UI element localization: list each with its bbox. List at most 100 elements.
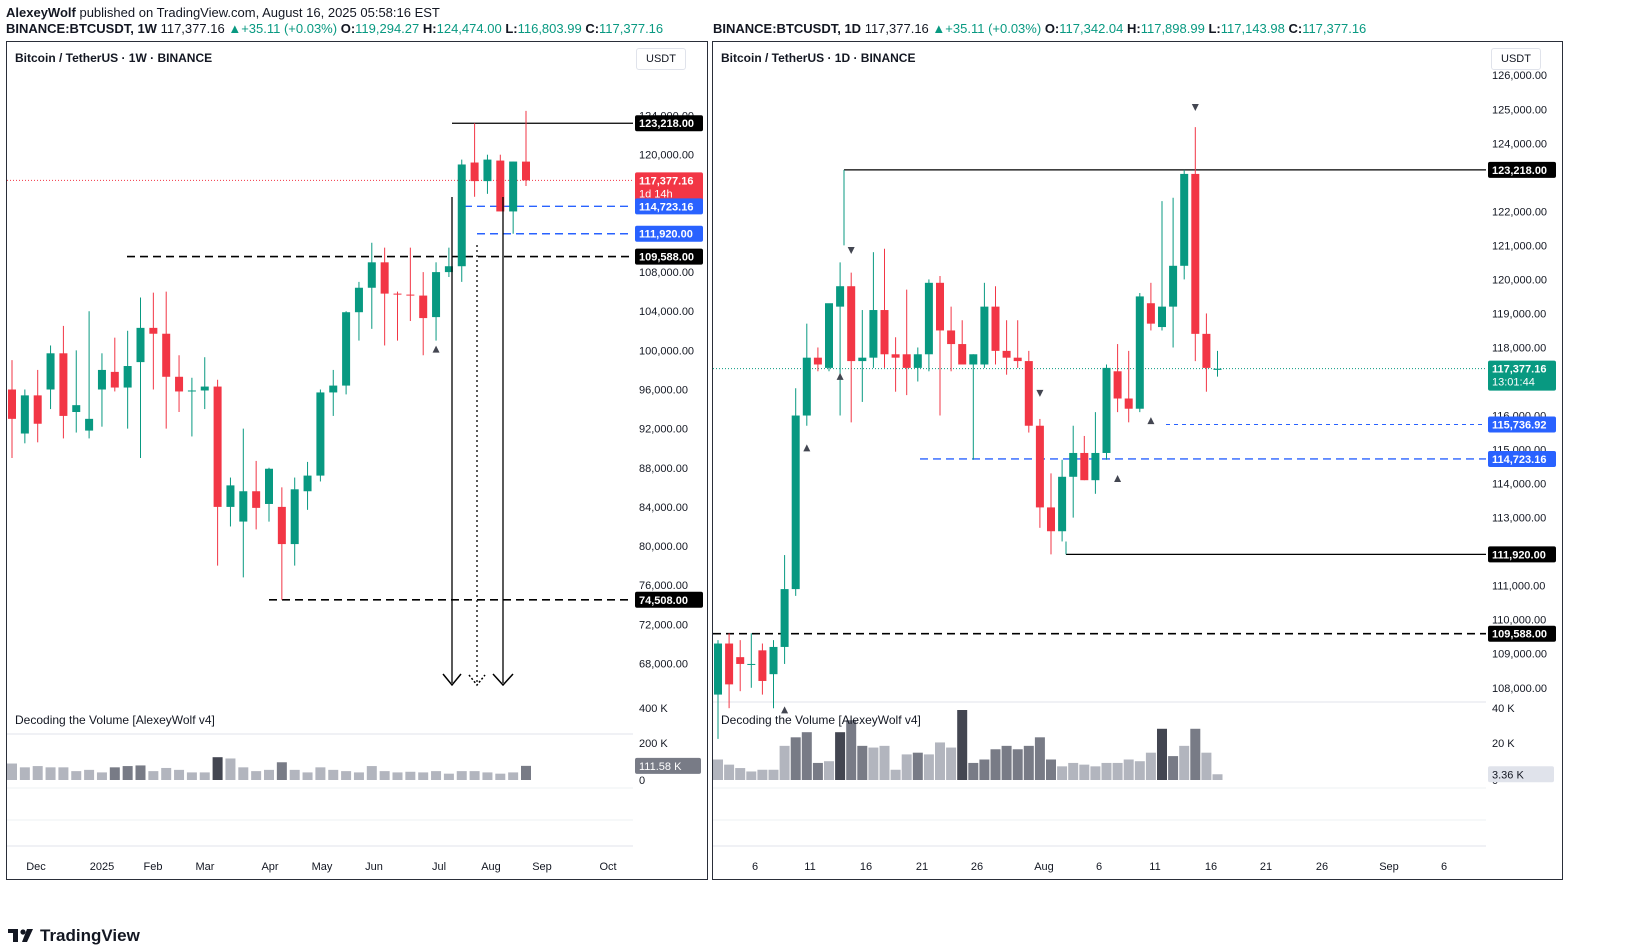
weekly-chart-panel[interactable]: 124,000.00120,000.00108,000.00104,000.00… <box>6 41 708 880</box>
daily-chart-panel[interactable]: 126,000.00 125,000.00 124,000.00 122,000.00… <box>712 41 1563 880</box>
volume-bar <box>1046 759 1056 780</box>
volume-bar <box>968 762 979 780</box>
candle-body <box>175 376 184 392</box>
price-label-bg <box>635 591 703 608</box>
candle-body <box>483 159 492 182</box>
candle-body <box>747 663 756 665</box>
volume-bar <box>923 754 934 780</box>
time-axis-label: Oct <box>599 861 616 873</box>
time-axis-label: 16 <box>1205 861 1217 873</box>
price-tick-label: 120,000.00 <box>1492 274 1547 286</box>
price-tick-label: 80,000.00 <box>639 541 688 553</box>
price-label: 117,377.16 <box>639 175 693 187</box>
left-symbol[interactable]: BINANCE:BTCUSDT, 1W <box>6 21 157 36</box>
candle-body <box>1124 398 1133 409</box>
projection-arrowhead-dotted <box>468 674 486 687</box>
volume-bar <box>148 771 159 780</box>
volume-bar <box>1145 752 1156 780</box>
candle-body <box>149 327 158 334</box>
weekly-volume-title[interactable]: Decoding the Volume [AlexeyWolf v4] <box>15 713 215 727</box>
candle-body <box>813 357 822 365</box>
volume-bar <box>71 771 82 780</box>
volume-bar <box>212 757 223 780</box>
candle-body <box>825 303 833 368</box>
volume-bar <box>990 749 1001 780</box>
weekly-chart-canvas[interactable]: 124,000.00120,000.00108,000.00104,000.00… <box>7 42 708 880</box>
publish-line: AlexeyWolf published on TradingView.com,… <box>6 5 440 20</box>
price-tick-label: 104,000.00 <box>639 306 694 318</box>
right-symbol[interactable]: BINANCE:BTCUSDT, 1D <box>713 21 862 36</box>
candle-body <box>902 354 911 368</box>
price-tick-label: 122,000.00 <box>1492 206 1547 218</box>
signal-down-marker <box>1036 389 1044 397</box>
price-tick-label: 108,000.00 <box>1492 683 1547 695</box>
volume-bar <box>1123 759 1134 780</box>
time-axis-label: 21 <box>916 861 928 873</box>
price-tick-label: 121,000.00 <box>1492 240 1547 252</box>
candle-body <box>470 162 479 182</box>
volume-bar <box>757 769 768 780</box>
candle-body <box>1135 296 1144 409</box>
author-name[interactable]: AlexeyWolf <box>6 5 76 20</box>
volume-bar <box>901 754 912 780</box>
candle-body <box>1180 173 1189 266</box>
price-tick-label: 96,000.00 <box>639 385 688 397</box>
volume-bar <box>979 759 990 780</box>
price-label: 123,218.00 <box>639 118 694 130</box>
candle-body <box>380 262 389 294</box>
price-label: 115,736.92 <box>1492 419 1546 431</box>
time-axis-label: Dec <box>26 861 46 873</box>
candle-body <box>522 161 530 181</box>
time-axis-label: 6 <box>752 861 758 873</box>
volume-tick-label: 20 K <box>1492 738 1515 750</box>
volume-bar <box>431 771 442 780</box>
time-axis-label: Jun <box>365 861 383 873</box>
price-tick-label: 111,000.00 <box>1492 581 1545 593</box>
price-label: 111,920.00 <box>1492 549 1546 561</box>
volume-bar <box>846 720 857 780</box>
candle-body <box>1191 173 1200 334</box>
volume-bar <box>238 767 249 780</box>
candle-body <box>891 354 900 358</box>
candle-body <box>1080 452 1089 481</box>
time-axis-label: Aug <box>1034 861 1054 873</box>
candle-body <box>59 353 68 416</box>
volume-bar <box>186 772 197 780</box>
candle-body <box>1102 367 1111 453</box>
volume-bar <box>779 745 790 780</box>
daily-currency-button[interactable]: USDT <box>1491 48 1541 70</box>
candle-body <box>791 415 800 590</box>
price-label-bg <box>1488 416 1556 433</box>
daily-volume-title[interactable]: Decoding the Volume [AlexeyWolf v4] <box>721 713 921 727</box>
volume-bar <box>835 732 846 780</box>
candle-body <box>457 164 466 267</box>
time-axis-label: Sep <box>1379 861 1399 873</box>
candle-body <box>110 371 119 388</box>
candle-body <box>406 294 415 296</box>
volume-bar <box>1012 749 1023 780</box>
volume-bar <box>418 772 429 780</box>
time-axis-label: 26 <box>971 861 983 873</box>
candle-body <box>1024 361 1033 426</box>
candle-body <box>802 357 811 416</box>
signal-up-marker <box>1114 474 1122 482</box>
weekly-currency-button[interactable]: USDT <box>636 48 686 70</box>
tradingview-logo[interactable]: TradingView <box>8 926 140 946</box>
candle-body <box>239 491 248 522</box>
candle-body <box>736 657 745 664</box>
candle-body <box>1069 452 1078 477</box>
candle-body <box>847 286 856 362</box>
candle-body <box>33 395 42 424</box>
candle-body <box>714 643 722 695</box>
volume-bar <box>84 769 95 780</box>
candle-body <box>725 643 734 685</box>
price-tick-label: 126,000.00 <box>1492 70 1547 82</box>
volume-bar <box>508 772 519 780</box>
signal-up-marker <box>1147 417 1155 425</box>
candle-body <box>1091 452 1100 481</box>
candle-body <box>252 491 261 508</box>
price-tick-label: 68,000.00 <box>639 658 688 670</box>
time-axis-label: 2025 <box>90 861 114 873</box>
price-tick-label: 76,000.00 <box>639 580 688 592</box>
daily-chart-canvas[interactable]: 126,000.00 125,000.00 124,000.00 122,000.00… <box>713 42 1563 880</box>
